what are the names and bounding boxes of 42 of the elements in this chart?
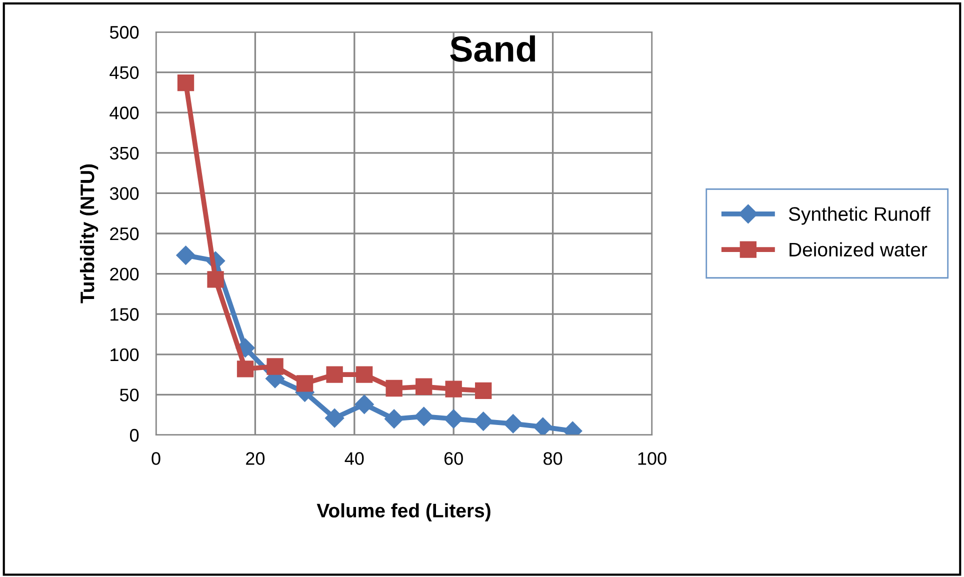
point: [177, 74, 194, 92]
point: [176, 246, 196, 265]
point: [266, 358, 284, 375]
point: [354, 394, 374, 414]
point: [326, 366, 343, 383]
y-tick-label: 400: [110, 106, 139, 120]
y-tick-label: 150: [110, 308, 139, 321]
point: [384, 409, 404, 428]
legend-label: Deionized water: [790, 242, 928, 257]
y-tick-label: 100: [110, 348, 139, 362]
y-tick-label: 350: [110, 146, 139, 160]
y-tick-label: 0: [130, 428, 139, 442]
point: [386, 380, 402, 397]
point: [414, 406, 434, 426]
y-tick-label: 50: [120, 388, 139, 402]
point: [445, 380, 462, 398]
point: [416, 378, 432, 395]
point: [325, 408, 344, 428]
x-tick-label: 0: [152, 452, 160, 465]
x-tick-label: 20: [246, 452, 265, 465]
chart-title: Sand: [450, 35, 536, 62]
x-tick-label: 60: [444, 452, 463, 465]
x-tick-label: 40: [344, 452, 364, 465]
point: [474, 412, 493, 431]
x-tick-label: 100: [638, 452, 666, 465]
point: [207, 271, 224, 288]
y-tick-label: 200: [110, 268, 139, 281]
legend-label: Synthetic Runoff: [788, 206, 930, 225]
point: [444, 409, 464, 428]
x-tick-label: 80: [544, 452, 562, 465]
point: [236, 360, 254, 378]
y-tick-label: 450: [110, 66, 139, 80]
y-tick-label: 250: [110, 227, 139, 240]
y-tick-label: 300: [110, 187, 139, 200]
point: [533, 417, 552, 435]
y-axis-title: Turbidity (NTU): [80, 164, 98, 304]
point: [475, 382, 492, 400]
y-tick-label: 500: [110, 26, 139, 39]
x-axis-title: Volume fed (Liters): [316, 503, 490, 522]
point: [504, 414, 523, 434]
point: [296, 375, 314, 392]
point: [356, 366, 373, 383]
